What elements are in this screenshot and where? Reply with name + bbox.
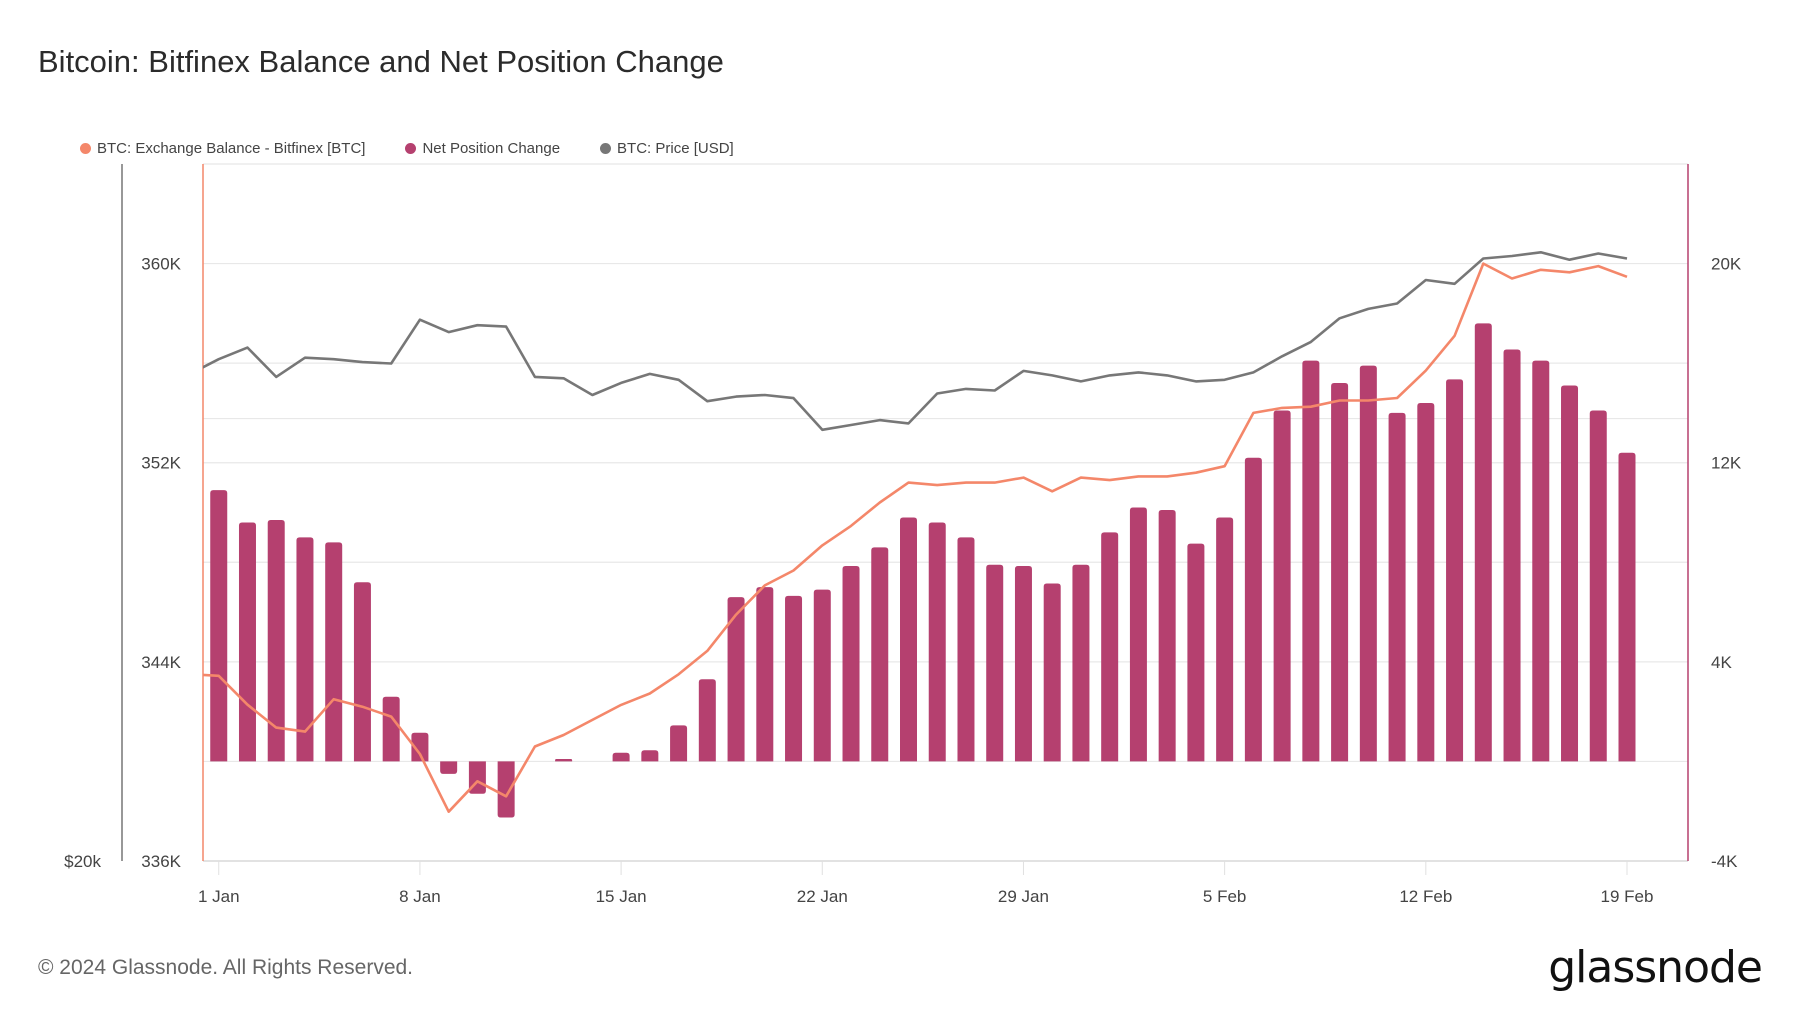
left-tick-label: 336K [141,852,181,871]
net-position-bar [1101,532,1119,762]
x-tick-label: 8 Jan [399,887,441,906]
left-tick-label: 360K [141,255,181,274]
net-position-bar [1359,365,1377,762]
net-position-bar [813,589,831,762]
x-tick-label: 12 Feb [1399,887,1452,906]
net-position-bar [1302,360,1320,762]
net-position-bar [1474,323,1492,762]
price-tick-label: $20k [64,852,101,871]
net-position-bar [1072,564,1090,762]
legend-item-exchange-balance[interactable]: BTC: Exchange Balance - Bitfinex [BTC] [80,140,365,157]
net-position-bar [1561,385,1579,762]
net-position-bar [727,597,745,762]
x-tick-label: 15 Jan [596,887,647,906]
x-tick-label: 1 Jan [198,887,240,906]
net-position-bar [1014,566,1032,762]
net-position-bar [382,696,400,762]
x-tick-label: 5 Feb [1203,887,1246,906]
right-tick-label: 4K [1711,653,1732,672]
net-position-bar [641,750,659,762]
net-position-bar [698,679,716,762]
price-line [203,251,1628,432]
net-position-bar [1417,402,1435,762]
glassnode-logo: glassnode [1548,942,1763,993]
copyright: © 2024 Glassnode. All Rights Reserved. [38,956,414,979]
legend-item-price[interactable]: BTC: Price [USD] [600,140,734,157]
net-position-bar [555,758,573,762]
net-position-bar [785,595,803,762]
net-position-bar [756,587,774,762]
net-position-bar [1532,360,1550,762]
net-position-bar [1244,457,1262,762]
legend-item-net-position-change[interactable]: Net Position Change [405,140,560,157]
net-position-bar [325,542,343,762]
net-position-bar [1129,507,1147,762]
legend-label: BTC: Exchange Balance - Bitfinex [BTC] [97,140,366,157]
net-position-bar [210,490,228,762]
net-position-bar [497,761,515,818]
net-position-bar [1043,583,1061,762]
net-position-bar [267,519,285,762]
legend-label: Net Position Change [422,140,561,157]
x-tick-label: 29 Jan [998,887,1049,906]
legend-dot-icon [80,143,91,154]
legend-dot-icon [600,143,612,154]
left-tick-label: 344K [141,653,181,672]
net-position-bar [1158,510,1176,762]
net-position-bar [612,752,630,762]
net-position-bar [986,564,1004,762]
net-position-bar [670,725,688,762]
net-position-bar [1618,452,1636,762]
net-position-bar [296,537,314,762]
net-position-bar [842,566,860,762]
chart-title: Bitcoin: Bitfinex Balance and Net Positi… [38,44,724,79]
net-position-bar [1187,543,1205,762]
x-tick-label: 22 Jan [797,887,848,906]
legend-label: BTC: Price [USD] [617,140,734,157]
right-tick-label: 12K [1711,454,1742,473]
net-position-bar [871,547,889,762]
net-position-bar [900,517,917,762]
legend: BTC: Exchange Balance - Bitfinex [BTC] N… [80,140,734,157]
net-position-bar [411,732,429,762]
net-position-bar [957,537,975,762]
net-position-bar [1273,410,1291,762]
x-tick-label: 19 Feb [1601,887,1654,906]
net-position-bar [1503,349,1521,762]
net-position-bar [1446,379,1464,762]
right-tick-label: 20K [1711,255,1742,274]
net-position-bar [238,522,256,762]
net-position-bar [353,582,371,762]
right-tick-label: -4K [1711,852,1738,871]
net-position-bar [928,522,946,762]
net-position-bar [1331,383,1349,762]
left-tick-label: 352K [141,454,181,473]
net-position-bar [1216,517,1234,762]
net-position-bar [1589,410,1607,762]
legend-dot-icon [405,143,417,154]
exchange-balance-line [203,262,1628,814]
net-position-bar [440,761,458,774]
net-position-bar [1388,412,1406,762]
